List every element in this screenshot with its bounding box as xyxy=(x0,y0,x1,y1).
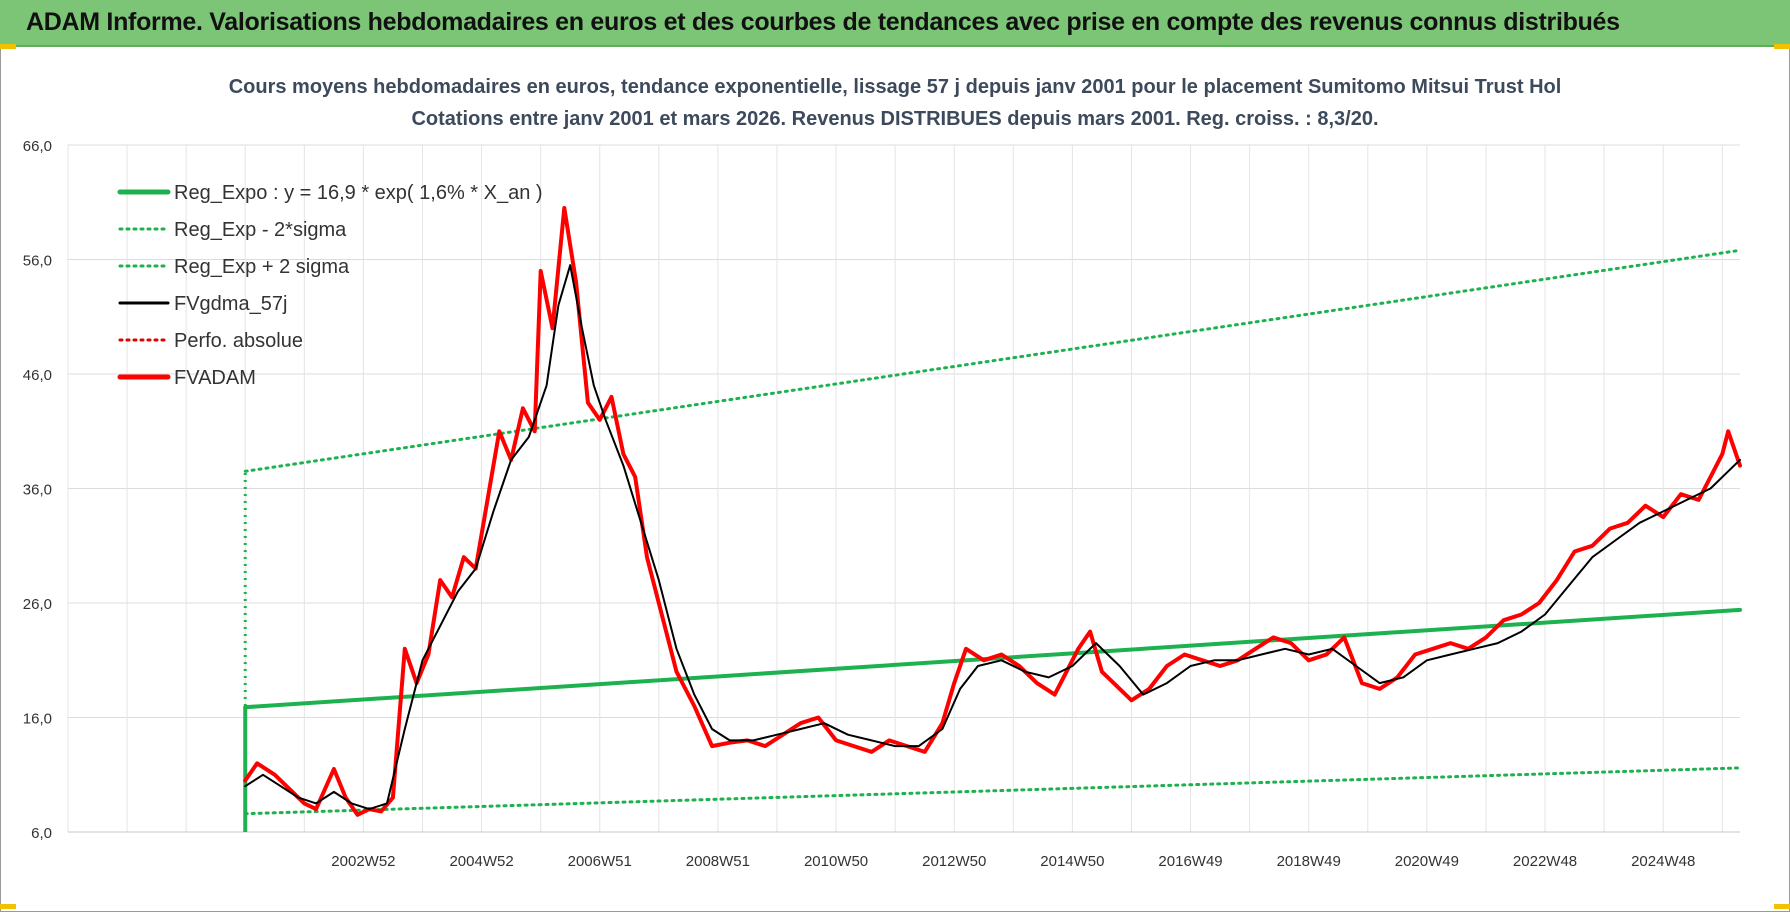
legend-label: Reg_Exp - 2*sigma xyxy=(174,219,347,241)
x-tick-label: 2006W51 xyxy=(568,853,632,870)
corner-marker xyxy=(1774,904,1790,909)
x-tick-label: 2002W52 xyxy=(331,853,395,870)
corner-marker xyxy=(1774,44,1790,49)
corner-marker xyxy=(0,44,16,49)
y-tick-label: 56,0 xyxy=(23,253,52,270)
series-fvadam xyxy=(243,206,1742,817)
y-tick-label: 36,0 xyxy=(23,482,52,499)
y-tick-label: 66,0 xyxy=(23,138,52,155)
chart-title-line1: Cours moyens hebdomadaires en euros, ten… xyxy=(229,76,1562,98)
y-tick-label: 6,0 xyxy=(31,825,52,842)
x-tick-label: 2012W50 xyxy=(922,853,986,870)
legend-label: Reg_Expo : y = 16,9 * exp( 1,6% * X_an ) xyxy=(174,182,543,204)
x-tick-label: 2010W50 xyxy=(804,853,868,870)
x-axis: 2002W52 2004W52 2006W51 2008W51 2010W50 2012W… xyxy=(331,853,1695,870)
x-tick-label: 2016W49 xyxy=(1158,853,1222,870)
x-tick-label: 2024W48 xyxy=(1631,853,1695,870)
legend-label: FVgdma_57j xyxy=(174,293,287,315)
grid xyxy=(67,144,1740,833)
legend-label: Perfo. absolue xyxy=(174,330,303,352)
report-title: ADAM Informe. Valorisations hebdomadaire… xyxy=(26,8,1620,36)
y-axis: 66,0 56,0 46,0 36,0 26,0 16,0 6,0 xyxy=(23,138,52,842)
x-tick-label: 2022W48 xyxy=(1513,853,1577,870)
x-tick-label: 2014W50 xyxy=(1040,853,1104,870)
series-reg-exp-2-sigma xyxy=(243,766,1742,816)
legend-label: FVADAM xyxy=(174,367,256,389)
x-tick-label: 2008W51 xyxy=(686,853,750,870)
legend: Reg_Expo : y = 16,9 * exp( 1,6% * X_an )… xyxy=(117,182,543,389)
chart-title-line2: Cotations entre janv 2001 et mars 2026. … xyxy=(411,108,1378,130)
series-fvgdma-57j xyxy=(244,264,1741,811)
y-tick-label: 16,0 xyxy=(23,711,52,728)
series-reg-exp-2-sigma xyxy=(243,248,1742,473)
legend-label: Reg_Exp + 2 sigma xyxy=(174,256,350,278)
plot-area xyxy=(243,206,1742,832)
x-tick-label: 2020W49 xyxy=(1395,853,1459,870)
y-tick-label: 46,0 xyxy=(23,367,52,384)
x-tick-label: 2004W52 xyxy=(449,853,513,870)
x-tick-label: 2018W49 xyxy=(1277,853,1341,870)
y-tick-label: 26,0 xyxy=(23,596,52,613)
corner-marker xyxy=(0,904,16,909)
report-banner: ADAM Informe. Valorisations hebdomadaire… xyxy=(0,0,1790,47)
